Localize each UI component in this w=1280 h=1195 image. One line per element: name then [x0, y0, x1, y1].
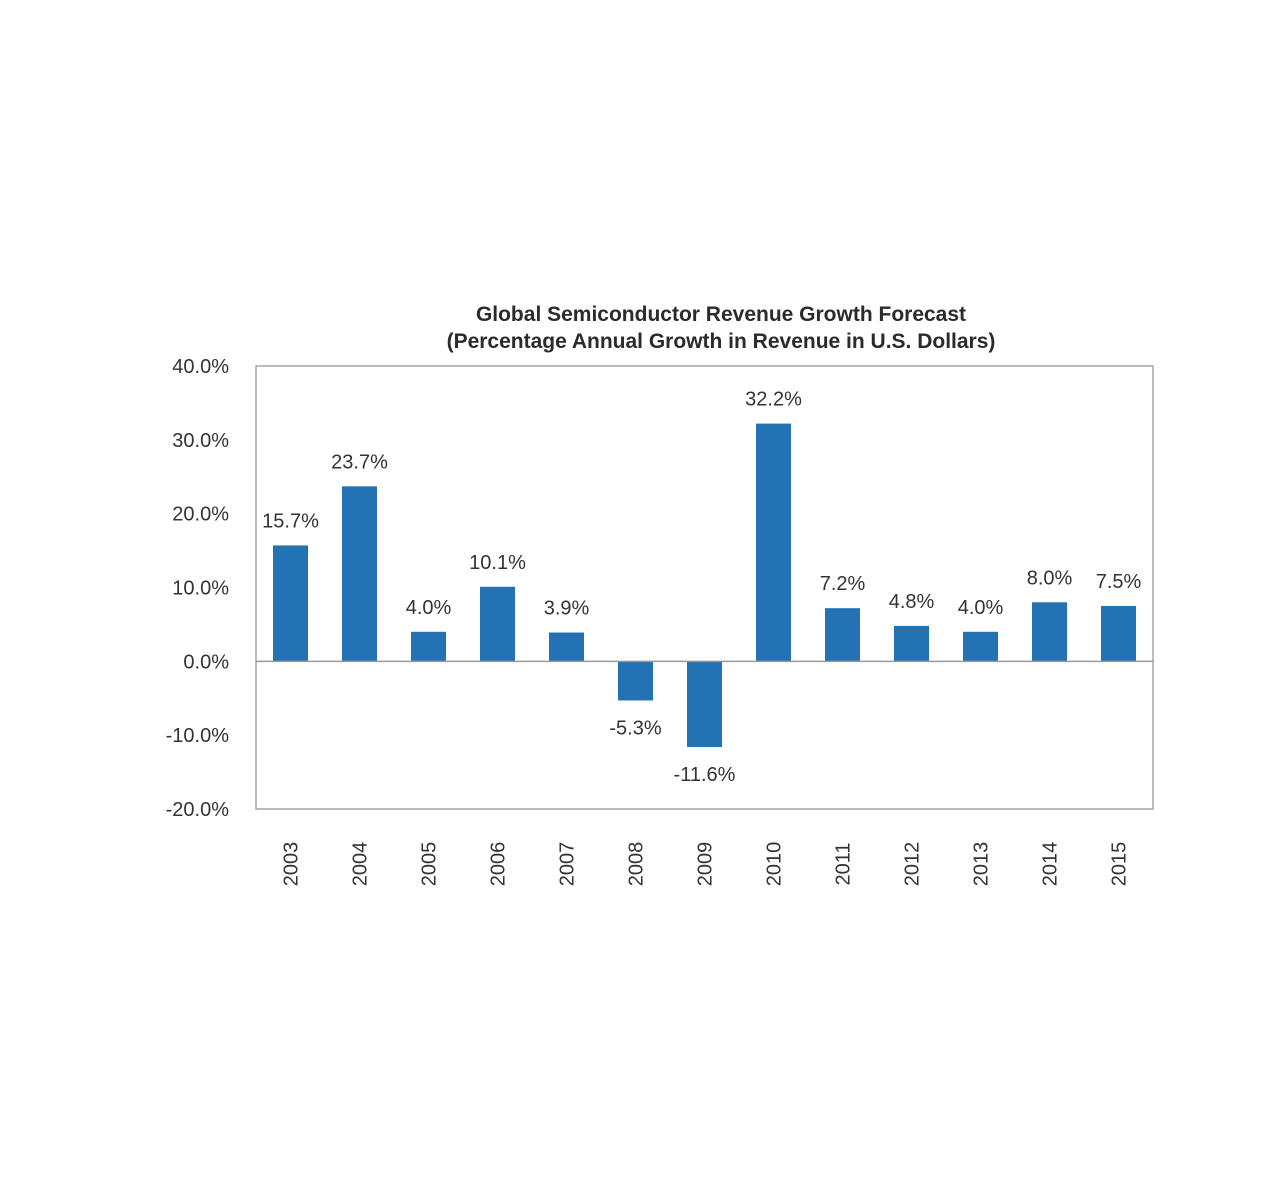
chart-title: Global Semiconductor Revenue Growth Fore… [476, 303, 966, 326]
data-label-2009: -11.6% [674, 764, 736, 786]
x-tick-label-2014: 2014 [1040, 842, 1062, 887]
data-label-2007: 3.9% [544, 598, 590, 620]
bar-2009 [687, 661, 722, 747]
y-tick-label: 0.0% [183, 651, 229, 673]
x-tick-label-2003: 2003 [281, 842, 303, 887]
bar-2015 [1101, 605, 1136, 662]
data-label-2005: 4.0% [406, 597, 452, 619]
bar-2014 [1032, 602, 1067, 662]
data-label-2015: 7.5% [1096, 571, 1142, 593]
data-label-2004: 23.7% [331, 451, 388, 473]
x-tick-label-2012: 2012 [902, 842, 924, 887]
bar-series [273, 423, 1136, 747]
bar-2007 [549, 632, 584, 662]
bar-2008 [618, 661, 653, 701]
bar-2013 [963, 631, 998, 662]
y-axis: 40.0% 30.0% 20.0% 10.0% 0.0% -10.0% -20.0% [166, 356, 230, 821]
bar-2006 [480, 586, 515, 662]
x-axis: 2003 2004 2005 2006 2007 2008 2009 2010 2011 2012… [281, 842, 1131, 887]
data-label-2012: 4.8% [889, 591, 935, 613]
y-tick-label: 40.0% [172, 356, 229, 378]
x-tick-label-2004: 2004 [350, 842, 372, 887]
bar-2004 [342, 486, 377, 662]
data-label-2008: -5.3% [609, 717, 661, 739]
bar-2012 [894, 625, 929, 662]
data-label-2013: 4.0% [958, 597, 1004, 619]
plot-area-frame [255, 365, 1154, 810]
data-labels: 15.7% 23.7% 4.0% 10.1% 3.9% -5.3% -11.6% 32.2% 7… [262, 389, 1141, 786]
x-tick-label-2007: 2007 [557, 842, 579, 887]
x-tick-label-2011: 2011 [833, 842, 855, 885]
y-tick-label: -20.0% [166, 799, 230, 821]
data-label-2006: 10.1% [469, 552, 526, 574]
bar-2011 [825, 608, 860, 662]
bar-2010 [756, 423, 791, 662]
x-tick-label-2010: 2010 [764, 842, 786, 887]
data-label-2011: 7.2% [820, 573, 866, 595]
chart-subtitle: (Percentage Annual Growth in Revenue in … [447, 330, 996, 353]
data-label-2010: 32.2% [745, 389, 802, 411]
bar-2003 [273, 545, 308, 662]
x-tick-label-2009: 2009 [695, 842, 717, 887]
bar-2005 [411, 631, 446, 662]
y-tick-label: 30.0% [172, 430, 229, 452]
y-tick-label: 20.0% [172, 504, 229, 526]
y-tick-label: -10.0% [166, 725, 230, 747]
x-tick-label-2005: 2005 [419, 842, 441, 887]
x-tick-label-2008: 2008 [626, 842, 648, 887]
y-tick-label: 10.0% [172, 578, 229, 600]
x-tick-label-2015: 2015 [1109, 842, 1131, 887]
data-label-2003: 15.7% [262, 510, 319, 532]
x-tick-label-2013: 2013 [971, 842, 993, 887]
data-label-2014: 8.0% [1027, 567, 1073, 589]
x-tick-label-2006: 2006 [488, 842, 510, 887]
